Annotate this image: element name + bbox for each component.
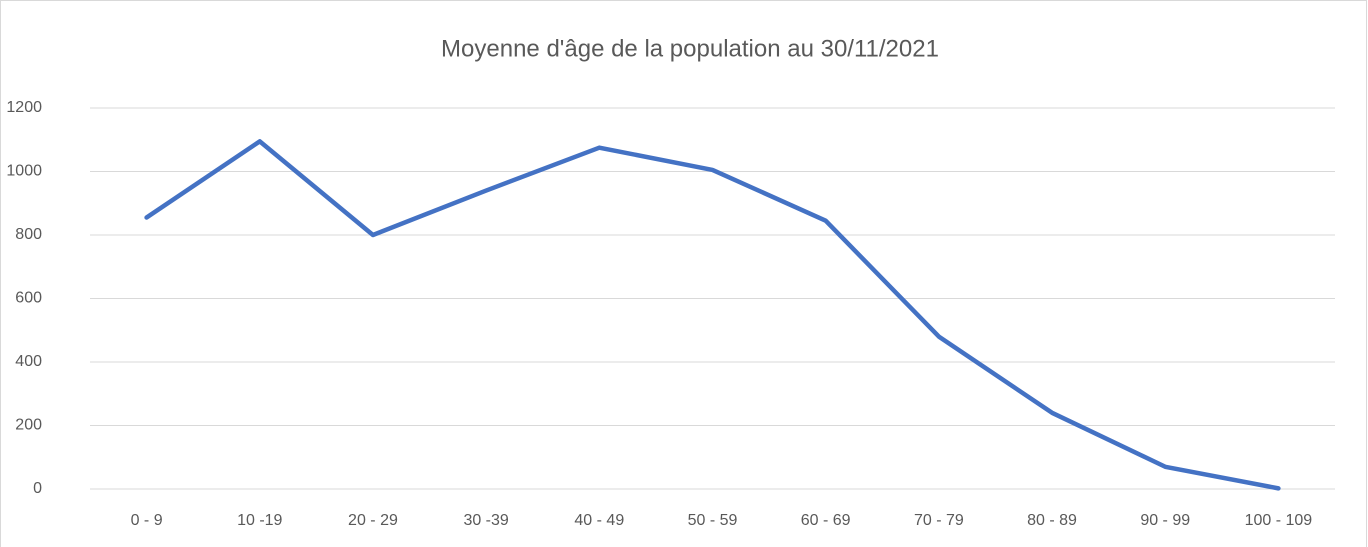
x-tick-label: 30 -39 [463,512,508,529]
y-tick-label: 600 [15,290,42,307]
y-tick-label: 0 [33,480,42,497]
x-tick-label: 70 - 79 [914,512,964,529]
x-tick-label: 50 - 59 [688,512,738,529]
x-tick-label: 40 - 49 [574,512,624,529]
x-tick-label: 0 - 9 [131,512,163,529]
x-tick-label: 60 - 69 [801,512,851,529]
x-tick-label: 20 - 29 [348,512,398,529]
y-tick-label: 400 [15,353,42,370]
x-tick-label: 10 -19 [237,512,282,529]
x-tick-label: 100 - 109 [1245,512,1313,529]
data-line [144,139,1281,491]
y-tick-label: 1000 [6,163,42,180]
y-tick-label: 200 [15,417,42,434]
x-tick-label: 90 - 99 [1140,512,1190,529]
y-tick-label: 1200 [6,99,42,116]
x-tick-label: 80 - 89 [1027,512,1077,529]
y-tick-label: 800 [15,226,42,243]
chart-title: Moyenne d'âge de la population au 30/11/… [441,35,939,62]
